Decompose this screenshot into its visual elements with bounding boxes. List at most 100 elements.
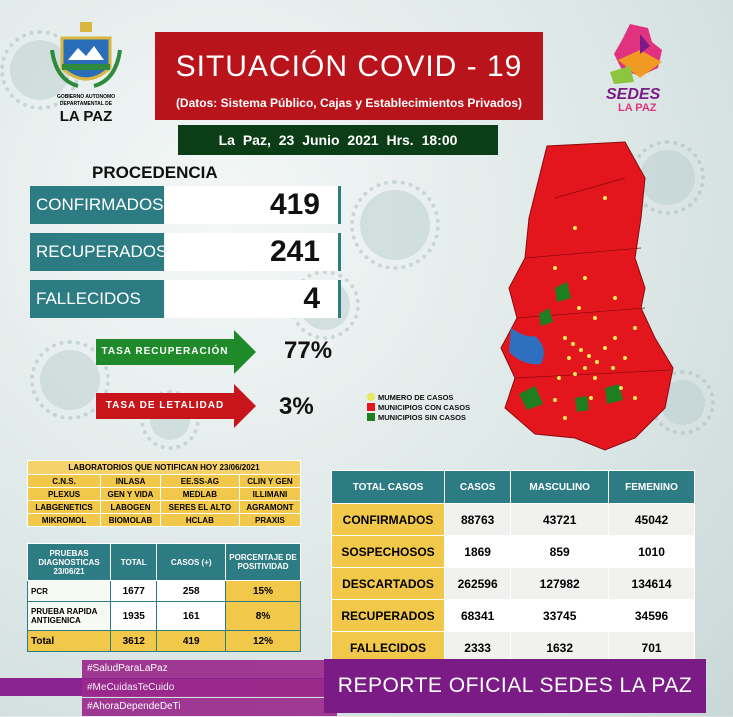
table-row: MIKROMOL BIOMOLAB HCLAB PRAXIS [26, 513, 302, 527]
test-total: 3612 [109, 630, 158, 652]
gobernacion-logo: GOBIERNO AUTONOMO DEPARTAMENTAL DE LA PA… [48, 20, 124, 130]
row-name: RECUPERADOS [331, 599, 445, 632]
femenino-cell: 34596 [608, 599, 695, 632]
masculino-cell: 33745 [510, 599, 610, 632]
table-row: SOSPECHOSOS 1869 859 1010 [331, 535, 695, 568]
lab-cell: HCLAB [159, 513, 240, 527]
lab-cell: LABOGEN [100, 500, 161, 514]
table-row: C.N.S. INLASA EE.SS-AG CLIN Y GEN [26, 474, 302, 488]
red-swatch [367, 403, 375, 411]
titicaca-lake [509, 328, 544, 365]
logo-line1: GOBIERNO AUTONOMO [56, 94, 116, 100]
table-row: FALLECIDOS 2333 1632 701 [331, 631, 695, 664]
casos-cell: 68341 [443, 599, 512, 632]
casos-cell: 1869 [443, 535, 512, 568]
legend-item: MUNICIPIOS CON CASOS [367, 402, 470, 412]
lab-cell: ILLIMANI [238, 487, 302, 501]
column-header: PRUEBAS DIAGNOSTICAS 23/06/21 [27, 543, 111, 581]
table-row: Total 3612 419 12% [27, 630, 301, 652]
hashtag: #AhoraDependeDeTi [82, 698, 337, 716]
labs-title: LABORATORIOS QUE NOTIFICAN HOY 23/06/202… [27, 460, 301, 475]
logo-line2: DEPARTAMENTAL DE [59, 101, 113, 107]
page-title: SITUACIÓN COVID - 19 [175, 50, 523, 83]
lab-cell: PRAXIS [238, 513, 302, 527]
recovery-rate-arrow: TASA RECUPERACIÓN [96, 330, 261, 374]
sedes-map-icon [610, 24, 662, 84]
lethality-rate-value: 3% [279, 393, 314, 420]
test-casos: 161 [156, 601, 226, 631]
arrow-right-icon [234, 330, 256, 374]
lab-cell: PLEXUS [26, 487, 102, 501]
table-row: CONFIRMADOS 88763 43721 45042 [331, 503, 695, 536]
arrow-right-icon [234, 384, 256, 428]
test-total: 1935 [109, 601, 158, 631]
table-row: RECUPERADOS 68341 33745 34596 [331, 599, 695, 632]
map-legend: MUMERO DE CASOS MUNICIPIOS CON CASOS MUN… [367, 392, 470, 422]
date-bar: La Paz, 23 Junio 2021 Hrs. 18:00 [178, 125, 498, 155]
lab-cell: EE.SS-AG [159, 474, 240, 488]
la-paz-department-map [500, 141, 674, 451]
table-row: PLEXUS GEN Y VIDA MEDLAB ILLIMANI [26, 487, 302, 501]
legend-label: MUNICIPIOS CON CASOS [378, 402, 471, 412]
labs-table: LABORATORIOS QUE NOTIFICAN HOY 23/06/202… [26, 460, 302, 527]
masculino-cell: 127982 [510, 567, 610, 600]
lab-cell: INLASA [100, 474, 161, 488]
hashtag: #SaludParaLaPaz [82, 660, 337, 678]
sedes-logo: SEDES LA PAZ [600, 20, 680, 120]
lab-cell: AGRAMONT [238, 500, 302, 514]
dot-swatch [367, 393, 375, 401]
fallecidos-label: FALLECIDOS [30, 280, 164, 318]
casos-cell: 262596 [443, 567, 512, 600]
femenino-cell: 134614 [608, 567, 695, 600]
legend-label: MUNICIPIOS SIN CASOS [378, 412, 466, 422]
lab-cell: GEN Y VIDA [100, 487, 161, 501]
test-pct: 8% [225, 601, 301, 631]
row-name: CONFIRMADOS [331, 503, 445, 536]
column-header: TOTAL CASOS [331, 470, 445, 504]
column-header: CASOS [443, 470, 512, 504]
test-name: PCR [27, 580, 111, 602]
lethality-rate-label: TASA DE LETALIDAD [96, 393, 234, 419]
lethality-rate-arrow: TASA DE LETALIDAD [96, 384, 261, 428]
sedes-text: SEDES [606, 86, 661, 103]
column-header: PORCENTAJE DE POSITIVIDAD [225, 543, 301, 581]
masculino-cell: 859 [510, 535, 610, 568]
casos-cell: 88763 [443, 503, 512, 536]
logo-line3: LA PAZ [59, 108, 113, 125]
column-header: FEMENINO [608, 470, 695, 504]
test-name: PRUEBA RAPIDA ANTIGENICA [27, 601, 111, 631]
test-casos: 419 [156, 630, 226, 652]
confirmados-value: 419 [165, 186, 341, 224]
test-pct: 12% [225, 630, 301, 652]
femenino-cell: 45042 [608, 503, 695, 536]
row-name: DESCARTADOS [331, 567, 445, 600]
recovery-rate-label: TASA RECUPERACIÓN [96, 339, 234, 365]
lab-cell: MEDLAB [159, 487, 240, 501]
total-cases-table: TOTAL CASOS CASOS MASCULINO FEMENINO CON… [331, 470, 695, 664]
lab-cell: SERES EL ALTO [159, 500, 240, 514]
green-swatch [367, 413, 375, 421]
procedencia-heading: PROCEDENCIA [92, 163, 218, 182]
virus-decoration [30, 340, 110, 420]
test-total: 1677 [109, 580, 158, 602]
coat-of-arms-icon [50, 22, 122, 88]
recovery-rate-value: 77% [284, 337, 333, 364]
lab-cell: CLIN Y GEN [238, 474, 302, 488]
masculino-cell: 43721 [510, 503, 610, 536]
lab-cell: BIOMOLAB [100, 513, 161, 527]
column-header: TOTAL [109, 543, 158, 581]
case-dots [553, 196, 637, 420]
row-name: SOSPECHOSOS [331, 535, 445, 568]
table-row: PRUEBA RAPIDA ANTIGENICA 1935 161 8% [27, 601, 301, 631]
official-report-banner: REPORTE OFICIAL SEDES LA PAZ [324, 659, 706, 713]
hashtag: #MeCuidasTeCuido [82, 679, 337, 697]
test-casos: 258 [156, 580, 226, 602]
row-name: FALLECIDOS [331, 631, 445, 664]
table-row: LABGENETICS LABOGEN SERES EL ALTO AGRAMONT [26, 500, 302, 514]
lab-cell: C.N.S. [26, 474, 102, 488]
legend-item: MUMERO DE CASOS [367, 392, 470, 402]
diagnostic-tests-table: PRUEBAS DIAGNOSTICAS 23/06/21 TOTAL CASO… [27, 543, 301, 652]
legend-label: MUMERO DE CASOS [378, 392, 454, 402]
column-header: CASOS (+) [156, 543, 226, 581]
legend-item: MUNICIPIOS SIN CASOS [367, 412, 470, 422]
